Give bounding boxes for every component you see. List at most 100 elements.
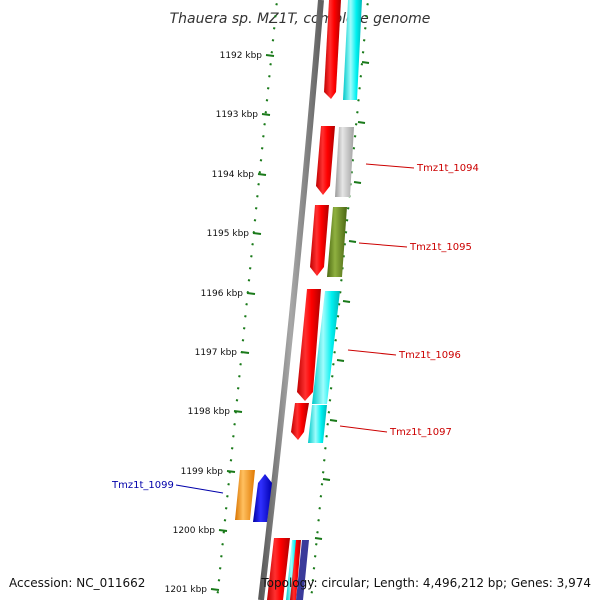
gene-feature-blue[interactable] [253, 474, 272, 522]
ruler-dot [332, 363, 335, 366]
ruler-dot [358, 87, 361, 90]
gene-feature-red[interactable] [316, 126, 335, 195]
ruler-dot [232, 435, 235, 438]
ruler-dot [216, 591, 220, 594]
ruler-dot [256, 195, 259, 198]
gene-feature-navy[interactable] [296, 540, 309, 600]
tick-label-1197: 1197 kbp [195, 348, 238, 358]
ruler-dot [336, 315, 340, 318]
ruler-major-dot [353, 181, 362, 184]
ruler-dot [272, 27, 276, 30]
ruler-dot [331, 375, 334, 378]
gene-label-leaders [175, 163, 415, 494]
ruler-dot [340, 279, 343, 282]
gene-feature-red[interactable] [297, 289, 321, 401]
ruler-dot [264, 111, 268, 114]
ruler-dot [220, 555, 223, 558]
ruler-dot [357, 99, 360, 102]
gene-feature-cyan[interactable] [308, 405, 327, 443]
ruler-dot [247, 279, 251, 282]
ruler-dot [362, 39, 366, 42]
gene-feature-olive[interactable] [327, 207, 347, 277]
ruler-dot [364, 27, 367, 30]
topology-text: Topology: circular; Length: 4,496,212 bp… [260, 576, 591, 590]
gene-feature-red[interactable] [310, 205, 329, 276]
ruler-dot [253, 219, 257, 222]
ruler-dot [359, 75, 363, 78]
ruler-dot [269, 63, 272, 66]
ruler-dot [345, 219, 349, 222]
ruler-dot [230, 447, 234, 450]
ruler-dot [254, 207, 258, 210]
ruler-dot [334, 339, 337, 342]
major-tick [226, 470, 236, 473]
ruler-dot [333, 351, 336, 354]
ruler-dot [233, 423, 236, 426]
ruler-dot [263, 123, 266, 126]
major-tick [233, 410, 243, 413]
gene-feature-red[interactable] [267, 538, 290, 600]
leader-line [175, 484, 224, 494]
ruler-dot [218, 567, 222, 570]
gene-label-tmz1t-1095[interactable]: Tmz1t_1095 [409, 242, 472, 253]
ruler-dot [275, 3, 278, 6]
gene-feature-orange[interactable] [235, 470, 255, 520]
ruler-dot [236, 387, 240, 390]
major-tick [257, 173, 267, 176]
gene-feature-cyan[interactable] [312, 291, 340, 404]
ruler-dot [352, 147, 356, 150]
ruler-dot [321, 471, 325, 474]
ruler-dot [323, 459, 326, 462]
gene-feature-red[interactable] [291, 403, 309, 440]
ruler-dot [274, 15, 277, 18]
gene-label-tmz1t-1094[interactable]: Tmz1t_1094 [416, 163, 479, 174]
gene-feature-gray[interactable] [335, 127, 354, 197]
ruler-dot [260, 147, 264, 150]
ruler-dot [221, 543, 224, 546]
ruler-dot [320, 483, 324, 486]
ruler-dot [238, 375, 241, 378]
ruler-dot [229, 459, 233, 462]
gene-feature-red[interactable] [324, 0, 341, 99]
gene-label-tmz1t-1097[interactable]: Tmz1t_1097 [389, 427, 452, 438]
ruler-dots-inner [216, 3, 278, 594]
ruler-major-dot [361, 61, 370, 64]
ruler-dot [224, 507, 228, 510]
ruler-dot [324, 447, 327, 450]
ruler-major-dot [336, 359, 345, 362]
ruler-dot [271, 39, 275, 42]
ruler-dot [351, 159, 355, 162]
ruler-dot [312, 567, 316, 570]
ruler-dot [217, 579, 221, 582]
ruler-dot [270, 51, 274, 54]
ruler-dot [329, 387, 333, 390]
gene-label-tmz1t-1099[interactable]: Tmz1t_1099 [111, 480, 174, 491]
ruler-major-dot [322, 478, 331, 481]
ruler-dot [325, 435, 328, 438]
ruler-dot [315, 543, 318, 546]
ruler-dot [365, 15, 368, 18]
major-tick [210, 588, 220, 591]
ruler-dot [318, 507, 321, 510]
gene-feature-cyan[interactable] [343, 0, 362, 100]
gene-label-tmz1t-1096[interactable]: Tmz1t_1096 [398, 350, 461, 361]
ruler-dot [259, 159, 263, 162]
gene-feature-red[interactable] [290, 540, 301, 600]
ruler-major-dot [342, 300, 351, 303]
leader-line [339, 425, 388, 433]
tick-label-1196: 1196 kbp [201, 289, 244, 299]
ruler-major-ticks [210, 54, 275, 591]
ruler-dot [266, 87, 270, 90]
ruler-dot [311, 579, 315, 582]
gene-labels: Tmz1t_1094 Tmz1t_1095 Tmz1t_1096 Tmz1t_1… [111, 163, 479, 491]
ruler-dot [251, 243, 254, 246]
ruler-dot [223, 519, 227, 522]
ruler-dot [248, 267, 252, 270]
ruler-dot [326, 423, 329, 426]
leader-line [347, 349, 397, 356]
ruler-dot [226, 495, 229, 498]
ruler-dot [235, 399, 239, 402]
ruler-dot [245, 303, 248, 306]
ruler-dot [239, 363, 242, 366]
